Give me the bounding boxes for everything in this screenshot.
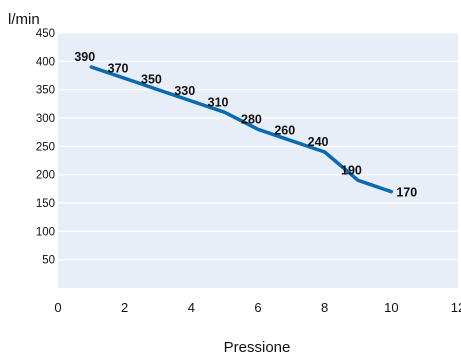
data-label: 310 — [208, 95, 229, 109]
y-tick-label: 450 — [36, 28, 55, 40]
data-labels: 390 370 350 330 310 280 260 240 190 170 — [74, 50, 417, 200]
data-label: 370 — [108, 61, 129, 75]
y-tick-label: 350 — [36, 85, 55, 97]
y-tick-label: 250 — [36, 141, 55, 153]
x-tick-label: 2 — [121, 300, 128, 315]
y-tick-label: 300 — [36, 113, 55, 125]
grid-lines — [58, 32, 458, 261]
y-axis-ticks: 50 100 150 200 250 300 350 400 450 — [36, 28, 55, 267]
data-label: 260 — [274, 124, 295, 138]
x-tick-label: 12 — [451, 300, 461, 315]
x-axis-ticks: 0 2 4 6 8 10 12 — [54, 300, 461, 315]
data-label: 350 — [141, 73, 162, 87]
data-label: 330 — [174, 84, 195, 98]
data-label: 240 — [308, 135, 329, 149]
y-tick-label: 400 — [36, 56, 55, 68]
data-label: 280 — [241, 112, 262, 126]
x-axis-label: Pressione — [224, 339, 291, 354]
y-tick-label: 100 — [36, 226, 55, 238]
data-label: 190 — [341, 163, 362, 177]
y-tick-label: 50 — [42, 255, 55, 267]
series-line — [89, 65, 394, 194]
x-tick-label: 0 — [54, 300, 61, 315]
data-label: 170 — [396, 186, 417, 200]
series-lines — [89, 65, 394, 194]
x-tick-label: 10 — [384, 300, 398, 315]
x-tick-label: 6 — [254, 300, 261, 315]
x-tick-label: 8 — [321, 300, 328, 315]
y-tick-label: 200 — [36, 170, 55, 182]
y-axis-label: l/min — [8, 11, 40, 28]
y-tick-label: 150 — [36, 198, 55, 210]
plot-area — [58, 33, 458, 288]
data-label: 390 — [74, 50, 95, 64]
x-tick-label: 4 — [188, 300, 195, 315]
